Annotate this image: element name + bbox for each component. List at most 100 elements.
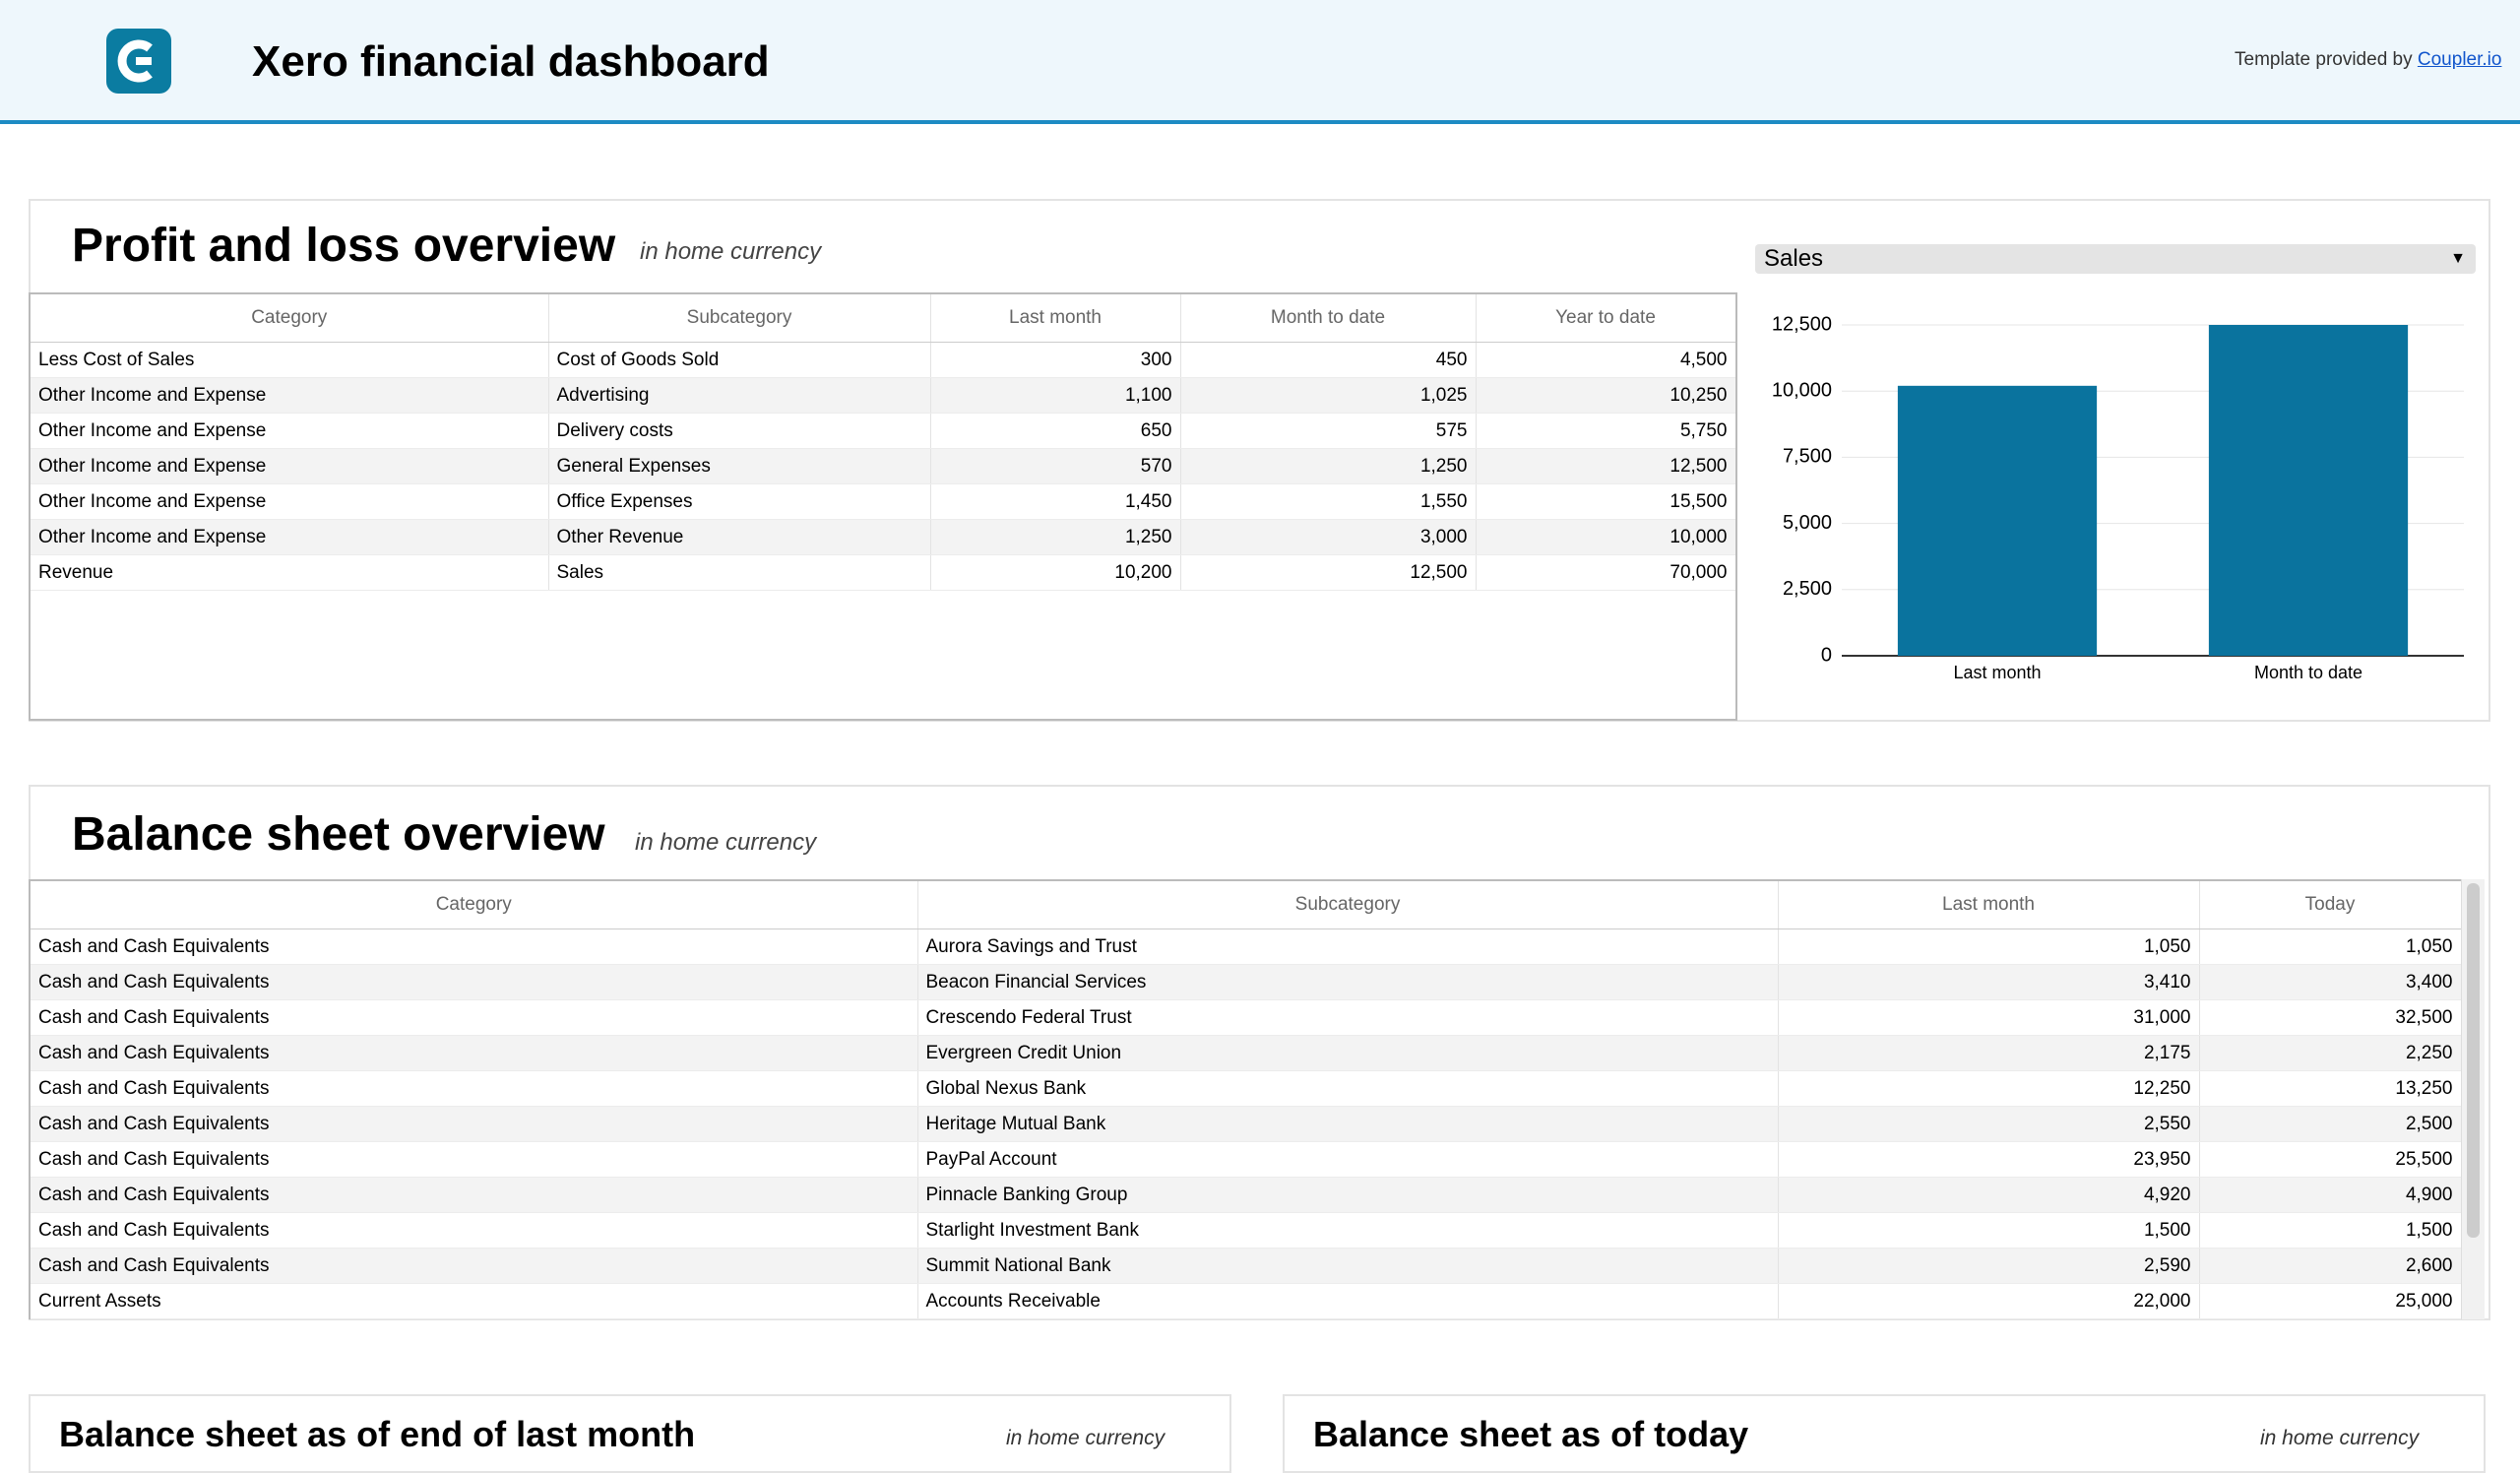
table-row: Current Assets Accounts Receivable 22,000 2… bbox=[31, 1283, 2461, 1319]
table-cell: Current Assets bbox=[31, 1283, 918, 1319]
table-row: Revenue Sales 10,200 12,500 70,000 bbox=[31, 554, 1735, 591]
table-row: Cash and Cash Equivalents Evergreen Credi… bbox=[31, 1035, 2461, 1071]
table-cell: Other Income and Expense bbox=[31, 377, 549, 414]
table-row: Cash and Cash Equivalents Starlight Inves… bbox=[31, 1212, 2461, 1249]
table-cell: 31,000 bbox=[1778, 999, 2200, 1036]
table-cell: General Expenses bbox=[548, 448, 931, 484]
credit-text: Template provided by bbox=[2235, 49, 2413, 70]
y-tick-label: 7,500 bbox=[1783, 446, 1832, 468]
table-row: Cash and Cash Equivalents Pinnacle Bankin… bbox=[31, 1177, 2461, 1213]
table-cell: Cash and Cash Equivalents bbox=[31, 999, 918, 1036]
credit: Template provided by Coupler.io bbox=[2235, 49, 2501, 71]
credit-link[interactable]: Coupler.io bbox=[2417, 49, 2502, 70]
table-cell: 3,000 bbox=[1180, 519, 1477, 555]
table-row: Cash and Cash Equivalents Summit National… bbox=[31, 1248, 2461, 1284]
table-cell: Cash and Cash Equivalents bbox=[31, 1177, 918, 1213]
table-cell: Evergreen Credit Union bbox=[917, 1035, 1779, 1071]
table-cell: 4,920 bbox=[1778, 1177, 2200, 1213]
scrollbar[interactable] bbox=[2461, 879, 2485, 1319]
section-title: Profit and loss overview bbox=[72, 220, 616, 272]
table-cell: Global Nexus Bank bbox=[917, 1070, 1779, 1107]
table-cell: 13,250 bbox=[2199, 1070, 2461, 1107]
table-row: Other Income and Expense Other Revenue 1,2… bbox=[31, 519, 1735, 555]
table-cell: 5,750 bbox=[1476, 413, 1735, 449]
table-cell: 25,000 bbox=[2199, 1283, 2461, 1319]
table-cell: Cost of Goods Sold bbox=[548, 342, 931, 378]
table-cell: 10,000 bbox=[1476, 519, 1735, 555]
column-header: Today bbox=[2199, 881, 2461, 929]
table-row: Less Cost of Sales Cost of Goods Sold 300 4… bbox=[31, 342, 1735, 378]
table-cell: Cash and Cash Equivalents bbox=[31, 1035, 918, 1071]
table-cell: Other Revenue bbox=[548, 519, 931, 555]
table-row: Cash and Cash Equivalents Beacon Financia… bbox=[31, 964, 2461, 1000]
table-cell: 12,500 bbox=[1180, 554, 1477, 591]
table-cell: Cash and Cash Equivalents bbox=[31, 964, 918, 1000]
table-cell: 70,000 bbox=[1476, 554, 1735, 591]
table-cell: 1,025 bbox=[1180, 377, 1477, 414]
y-tick-label: 10,000 bbox=[1772, 379, 1832, 401]
table-cell: 12,250 bbox=[1778, 1070, 2200, 1107]
bar bbox=[2208, 325, 2409, 656]
dropdown-arrow: ▼ bbox=[2450, 250, 2466, 267]
table-cell: 1,100 bbox=[930, 377, 1181, 414]
table-cell: 650 bbox=[930, 413, 1181, 449]
table-row: Other Income and Expense Office Expenses 1… bbox=[31, 483, 1735, 520]
table-cell: 1,550 bbox=[1180, 483, 1477, 520]
table-cell: Delivery costs bbox=[548, 413, 931, 449]
table-row: Other Income and Expense General Expenses… bbox=[31, 448, 1735, 484]
table-cell: Aurora Savings and Trust bbox=[917, 929, 1779, 965]
table-cell: Cash and Cash Equivalents bbox=[31, 1212, 918, 1249]
dropdown[interactable]: Sales ▼ bbox=[1755, 244, 2476, 274]
table-cell: Revenue bbox=[31, 554, 549, 591]
table-cell: Accounts Receivable bbox=[917, 1283, 1779, 1319]
column-header: Subcategory bbox=[548, 294, 931, 343]
table-cell: 2,500 bbox=[2199, 1106, 2461, 1142]
header-bar bbox=[0, 0, 2520, 124]
chart: 0 2,500 5,000 7,500 10,000 12,500 Last month Mo… bbox=[1772, 313, 2464, 682]
dropdown-label: Sales bbox=[1764, 245, 1824, 272]
table-cell: 4,900 bbox=[2199, 1177, 2461, 1213]
column-header: Category bbox=[31, 881, 918, 929]
y-tick-label: 2,500 bbox=[1783, 578, 1832, 600]
table: Category Subcategory Last month Month to da… bbox=[31, 294, 1735, 591]
header-row: Category Subcategory Last month Month to da… bbox=[31, 294, 1735, 343]
header-row: Category Subcategory Last month Today bbox=[31, 881, 2461, 929]
table-cell: Cash and Cash Equivalents bbox=[31, 1070, 918, 1107]
column-header: Last month bbox=[930, 294, 1181, 343]
table-cell: 1,500 bbox=[1778, 1212, 2200, 1249]
table-row: Other Income and Expense Advertising 1,100… bbox=[31, 377, 1735, 414]
table-cell: PayPal Account bbox=[917, 1141, 1779, 1178]
table-cell: 32,500 bbox=[2199, 999, 2461, 1036]
table-cell: Pinnacle Banking Group bbox=[917, 1177, 1779, 1213]
table-cell: Beacon Financial Services bbox=[917, 964, 1779, 1000]
table-row: Cash and Cash Equivalents Global Nexus Ba… bbox=[31, 1070, 2461, 1107]
table-cell: 2,550 bbox=[1778, 1106, 2200, 1142]
table-cell: 22,000 bbox=[1778, 1283, 2200, 1319]
table-cell: 12,500 bbox=[1476, 448, 1735, 484]
table-row: Other Income and Expense Delivery costs 65… bbox=[31, 413, 1735, 449]
table-cell: 1,050 bbox=[1778, 929, 2200, 965]
column-header: Subcategory bbox=[917, 881, 1779, 929]
table-cell: 2,600 bbox=[2199, 1248, 2461, 1284]
table-cell: Office Expenses bbox=[548, 483, 931, 520]
column-header: Year to date bbox=[1476, 294, 1735, 343]
section-subtitle: in home currency bbox=[1006, 1427, 1166, 1449]
table-row: Cash and Cash Equivalents Aurora Savings … bbox=[31, 929, 2461, 965]
table-cell: 4,500 bbox=[1476, 342, 1735, 378]
column-header: Last month bbox=[1778, 881, 2200, 929]
table-cell: 1,250 bbox=[930, 519, 1181, 555]
table-cell: Heritage Mutual Bank bbox=[917, 1106, 1779, 1142]
y-tick-label: 5,000 bbox=[1783, 512, 1832, 534]
section-subtitle: in home currency bbox=[2260, 1427, 2420, 1449]
table-cell: 3,410 bbox=[1778, 964, 2200, 1000]
section-subtitle: in home currency bbox=[635, 829, 817, 856]
column-header: Month to date bbox=[1180, 294, 1477, 343]
scroll-thumb[interactable] bbox=[2467, 883, 2480, 1238]
table-row: Cash and Cash Equivalents PayPal Account 2… bbox=[31, 1141, 2461, 1178]
table-cell: Other Income and Expense bbox=[31, 519, 549, 555]
bar bbox=[1897, 385, 2098, 656]
section-title: Balance sheet as of today bbox=[1313, 1414, 1749, 1454]
table-cell: Starlight Investment Bank bbox=[917, 1212, 1779, 1249]
table-cell: 300 bbox=[930, 342, 1181, 378]
